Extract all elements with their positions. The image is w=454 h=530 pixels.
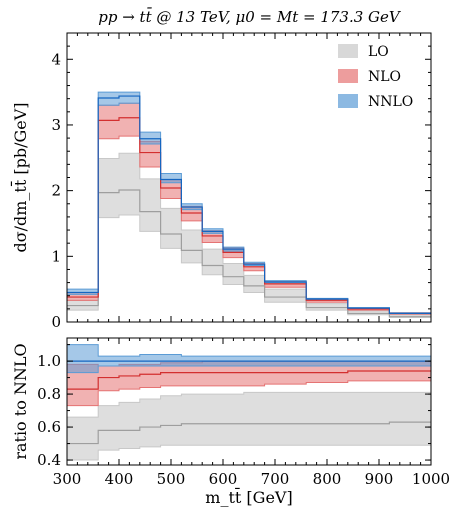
chart-title-text: pp → tt̄ @ 13 TeV, μ0 = Mt = 173.3 GeV [98, 8, 402, 26]
top-y-tick-label: 0 [51, 313, 61, 331]
x-tick-label: 600 [209, 470, 238, 488]
band-lo [67, 152, 431, 318]
ratio-line-nlo [67, 370, 431, 390]
bottom-y-tick-label: 0.4 [37, 451, 61, 469]
top-y-tick-label: 4 [51, 50, 61, 68]
legend-label-nnlo: NNLO [368, 94, 413, 110]
legend-swatch-nlo [338, 69, 358, 83]
x-ticks: 300 400 500 600 700 800 900 1000 [53, 338, 450, 488]
x-tick-label: 300 [53, 470, 82, 488]
chart-title: pp → tt̄ @ 13 TeV, μ0 = Mt = 173.3 GeV [98, 8, 402, 26]
line-nnlo [67, 95, 431, 315]
x-tick-label: 400 [105, 470, 134, 488]
bottom-y-axis-label: ratio to NNLO [11, 343, 30, 459]
bottom-panel-frame [66, 337, 432, 466]
legend: LO NLO NNLO [338, 44, 413, 110]
ratio-band-nnlo [67, 344, 431, 374]
x-tick-label: 1000 [412, 470, 450, 488]
ratio-line-lo [67, 421, 431, 445]
top-central-lines [67, 95, 431, 318]
bottom-y-tick-label: 1.0 [37, 352, 61, 370]
ratio-central-lines [67, 360, 431, 445]
top-y-tick-label: 1 [51, 247, 61, 265]
top-x-ticks [66, 33, 432, 322]
ratio-bands [67, 344, 431, 461]
x-tick-label: 500 [157, 470, 186, 488]
bottom-panel: 0.4 0.6 0.8 1.0 300 400 500 600 700 800 900 1000 [37, 337, 450, 488]
top-y-tick-label: 2 [51, 182, 61, 200]
top-y-tick-label: 3 [51, 116, 61, 134]
ratio-band-lo [67, 391, 431, 461]
x-tick-label: 800 [313, 470, 342, 488]
axis-labels: m_tt̄ [GeV] dσ/dm_tt̄ [pb/GeV] ratio to NN… [9, 102, 293, 507]
line-lo [67, 189, 431, 318]
top-y-ticks: 0 1 2 3 4 [51, 45, 431, 331]
x-tick-label: 900 [365, 470, 394, 488]
legend-label-lo: LO [368, 44, 389, 60]
legend-label-nlo: NLO [368, 69, 401, 85]
legend-swatch-lo [338, 44, 358, 58]
legend-swatch-nnlo [338, 94, 358, 108]
bottom-y-tick-label: 0.6 [37, 418, 61, 436]
bottom-y-ticks: 0.4 0.6 0.8 1.0 [37, 344, 431, 469]
top-y-axis-label: dσ/dm_tt̄ [pb/GeV] [9, 102, 30, 252]
line-nlo [67, 117, 431, 315]
top-bands [67, 91, 431, 318]
bottom-y-tick-label: 0.8 [37, 385, 61, 403]
x-axis-label: m_tt̄ [GeV] [205, 486, 292, 507]
x-tick-label: 700 [261, 470, 290, 488]
top-panel: 0 1 2 3 4 LO NLO NNLO [51, 32, 432, 331]
